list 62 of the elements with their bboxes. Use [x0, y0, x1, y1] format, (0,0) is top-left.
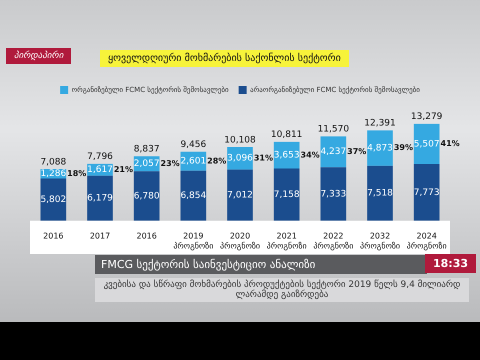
- data-label: 3,096: [227, 154, 254, 164]
- annotation: 34%: [300, 150, 320, 160]
- annotation: 31%: [254, 153, 273, 162]
- text: პირდაპირი: [6, 48, 72, 64]
- bar: [367, 166, 393, 221]
- bar: [180, 170, 206, 221]
- bar: [274, 168, 300, 221]
- data-label: 2,601: [180, 156, 206, 167]
- bar: [414, 164, 440, 221]
- data-label: 1,617: [87, 165, 113, 176]
- chart-title: ყოველდღიური მოხმარების საქონლის სექტორი: [100, 50, 349, 67]
- data-label: 5,802: [40, 194, 66, 205]
- total-label: 7,796: [87, 152, 114, 162]
- annotation: 23%: [160, 158, 180, 168]
- annotation: 39%: [394, 143, 413, 152]
- annotation: 28%: [207, 156, 226, 166]
- total-label: 8,837: [134, 144, 160, 155]
- x-tick-label: 2017: [90, 232, 110, 241]
- x-tick-label: 2020 პროგნოზი: [220, 232, 260, 250]
- x-tick-label: 2024 პროგნოზი: [406, 232, 447, 250]
- annotation: 18%: [67, 168, 86, 178]
- total-label: 10,108: [224, 135, 256, 146]
- data-label: 4,237: [320, 147, 346, 158]
- text: FMCG სექტორის საინვესტიციო ანალიზი: [95, 255, 427, 274]
- annotation: 37%: [347, 146, 366, 156]
- total-label: 10,811: [270, 130, 302, 140]
- data-label: 7,158: [274, 190, 300, 200]
- data-label: 7,333: [320, 189, 346, 200]
- annotation: 41%: [440, 139, 460, 148]
- data-label: 7,518: [367, 188, 394, 199]
- bar: [227, 170, 253, 221]
- data-label: 2,057: [134, 159, 160, 170]
- data-label: 7,773: [414, 188, 440, 198]
- bar: [367, 130, 393, 166]
- x-tick-label: 2032 პროგნოზი: [360, 232, 400, 250]
- bar: [414, 124, 440, 164]
- x-tick-label: 2016: [136, 232, 157, 241]
- data-label: 1,286: [40, 169, 66, 180]
- data-label: 5,507: [414, 139, 440, 150]
- total-label: 7,088: [40, 157, 66, 168]
- bar: [87, 176, 113, 221]
- data-label: 6,780: [134, 191, 160, 202]
- x-tick-label: 2019 პროგნოზი: [173, 232, 214, 250]
- total-label: 9,456: [180, 140, 206, 150]
- text: კვებისა და სწრაფი მოხმარების პროდუქტების სექტორი 2019 წელს 9,4 მილიარდ ლარამდე გაიზრდება: [95, 278, 469, 302]
- annotation: 21%: [114, 164, 133, 174]
- x-tick-label: 2016: [43, 232, 64, 241]
- total-label: 13,279: [410, 112, 443, 122]
- data-label: 4,873: [367, 143, 393, 154]
- bar: [134, 171, 160, 221]
- total-label: 12,391: [364, 118, 396, 129]
- data-label: 7,012: [227, 190, 253, 201]
- bar: [40, 178, 66, 221]
- x-tick-label: 2022 პროგნოზი: [313, 232, 354, 250]
- data-label: 6,179: [87, 194, 114, 204]
- total-label: 11,570: [318, 124, 350, 135]
- bar: [320, 136, 346, 168]
- data-label: 6,854: [180, 191, 206, 202]
- bar: [320, 167, 346, 221]
- text: 18:33: [425, 254, 476, 273]
- x-tick-label: 2021 პროგნოზი: [266, 232, 307, 250]
- data-label: 3,653: [274, 150, 300, 161]
